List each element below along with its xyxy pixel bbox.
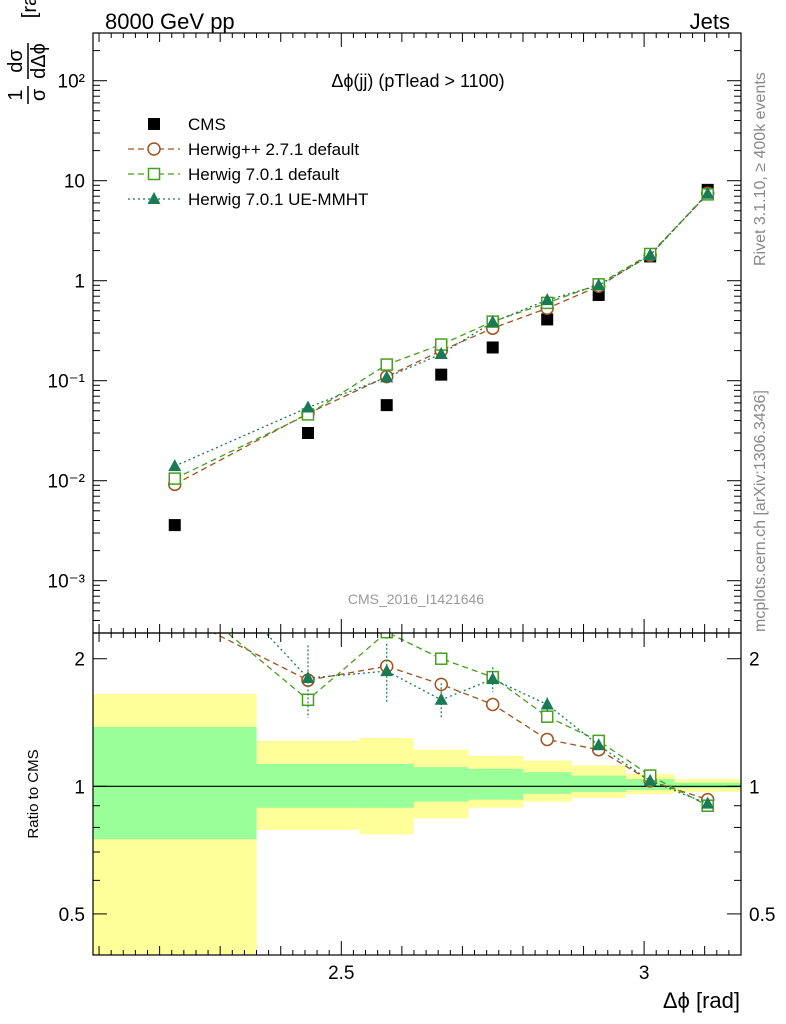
data-point [380, 358, 393, 371]
ratio-y-tick-label-right: 2 [749, 650, 760, 671]
legend: CMS Herwig++ 2.7.1 default Herwig 7.0.1 de… [128, 115, 368, 209]
x-axis-label: Δϕ [rad] [663, 988, 740, 1013]
ratio-y-tick-label-right: 1 [749, 777, 760, 798]
rivet-label: Rivet 3.1.10, ≥ 400k events [752, 72, 769, 266]
data-point [592, 278, 606, 291]
ratio-point [592, 738, 606, 751]
data-point [168, 472, 182, 485]
band-inner [674, 782, 741, 789]
band-inner [571, 775, 626, 792]
mcplots-label: mcplots.cern.ch [arXiv:1306.3436] [752, 390, 769, 632]
ratio-point [169, 584, 180, 595]
data-point [380, 399, 393, 412]
legend-label: CMS [188, 115, 226, 134]
svg-text:σ: σ [28, 88, 50, 101]
data-point [301, 427, 314, 439]
legend-label: Herwig 7.0.1 default [188, 165, 339, 184]
data-point [301, 400, 315, 413]
data-point [380, 370, 394, 383]
data-point [168, 459, 182, 472]
ratio-point [380, 633, 393, 639]
data-point [168, 519, 181, 532]
legend-marker [147, 192, 161, 204]
ratio-point [434, 692, 448, 705]
main-plot: 10⁻³ 10⁻² 10⁻¹ 1 10 10² CMS Herwig++ 2.7.1 defa… [48, 32, 742, 634]
ratio-point [540, 732, 554, 747]
band-inner [93, 727, 257, 840]
y-tick-label: 10 [64, 172, 85, 193]
legend-label: Herwig++ 2.7.1 default [188, 140, 359, 159]
header-right: Jets [690, 9, 730, 34]
ratio-y-tick-label: 1 [74, 777, 85, 798]
y-tick-label: 1 [74, 272, 85, 293]
legend-marker [148, 118, 160, 130]
main-ylabel: 1 σ dσ dΔϕ [rad -1 ] [5, 0, 50, 104]
data-point [643, 248, 657, 261]
ratio-point [485, 697, 500, 712]
ratio-plot: 2.5 30.5 0.51 12 2 [59, 33, 775, 984]
ratio-y-tick-label: 2 [74, 650, 85, 671]
ratio-point [169, 607, 181, 619]
header-left: 8000 GeV pp [105, 9, 235, 34]
band-inner [522, 772, 572, 794]
watermark: CMS_2016_I1421646 [348, 591, 484, 607]
svg-text:dΔϕ: dΔϕ [28, 43, 50, 79]
svg-text:1: 1 [5, 89, 27, 100]
main-yticks: 10⁻³ 10⁻² 10⁻¹ 1 10 10² [48, 32, 741, 634]
ratio-series-group [169, 584, 715, 812]
series-line-2 [174, 193, 709, 480]
ratio-point [301, 693, 315, 707]
ratio-y-tick-label-right: 0.5 [749, 905, 775, 926]
ratio-point [540, 697, 554, 710]
main-series-group [168, 183, 715, 532]
x-tick-label: 3 [639, 963, 650, 984]
ratio-point [301, 671, 315, 684]
series-line-3 [174, 193, 709, 467]
data-point [541, 313, 554, 326]
legend-marker [147, 142, 161, 156]
x-tick-label: 2.5 [328, 963, 354, 984]
y-tick-label: 10² [58, 72, 85, 93]
y-tick-label: 10⁻³ [48, 572, 86, 593]
data-point [486, 341, 499, 354]
data-point [435, 368, 448, 381]
ratio-yticks: 0.5 0.5 1 1 2 2 [59, 650, 775, 956]
ratio-frame [92, 632, 742, 956]
legend-label: Herwig 7.0.1 UE-MMHT [188, 190, 368, 209]
ratio-point [701, 796, 715, 809]
data-point [701, 186, 715, 199]
data-point [486, 315, 500, 328]
x-ticks: 2.5 3 [98, 33, 730, 984]
ratio-point [434, 652, 448, 665]
band-inner [468, 768, 523, 800]
ratio-point [643, 773, 657, 786]
y-tick-label: 10⁻² [48, 472, 86, 493]
main-title: Δϕ(jj) (pTlead > 1100) [331, 71, 504, 91]
ratio-point [540, 710, 554, 723]
ratio-bands [93, 694, 741, 955]
ratio-y-tick-label: 0.5 [59, 905, 85, 926]
band-inner [413, 767, 469, 802]
data-point [434, 346, 448, 359]
svg-text:[rad: [rad [19, 0, 41, 18]
legend-marker [147, 167, 161, 181]
ratio-point [486, 672, 500, 685]
ratio-point [380, 664, 394, 677]
svg-text:dσ: dσ [5, 49, 27, 73]
y-tick-label: 10⁻¹ [48, 372, 86, 393]
ratio-ylabel: Ratio to CMS [25, 749, 42, 838]
data-point [540, 293, 554, 306]
